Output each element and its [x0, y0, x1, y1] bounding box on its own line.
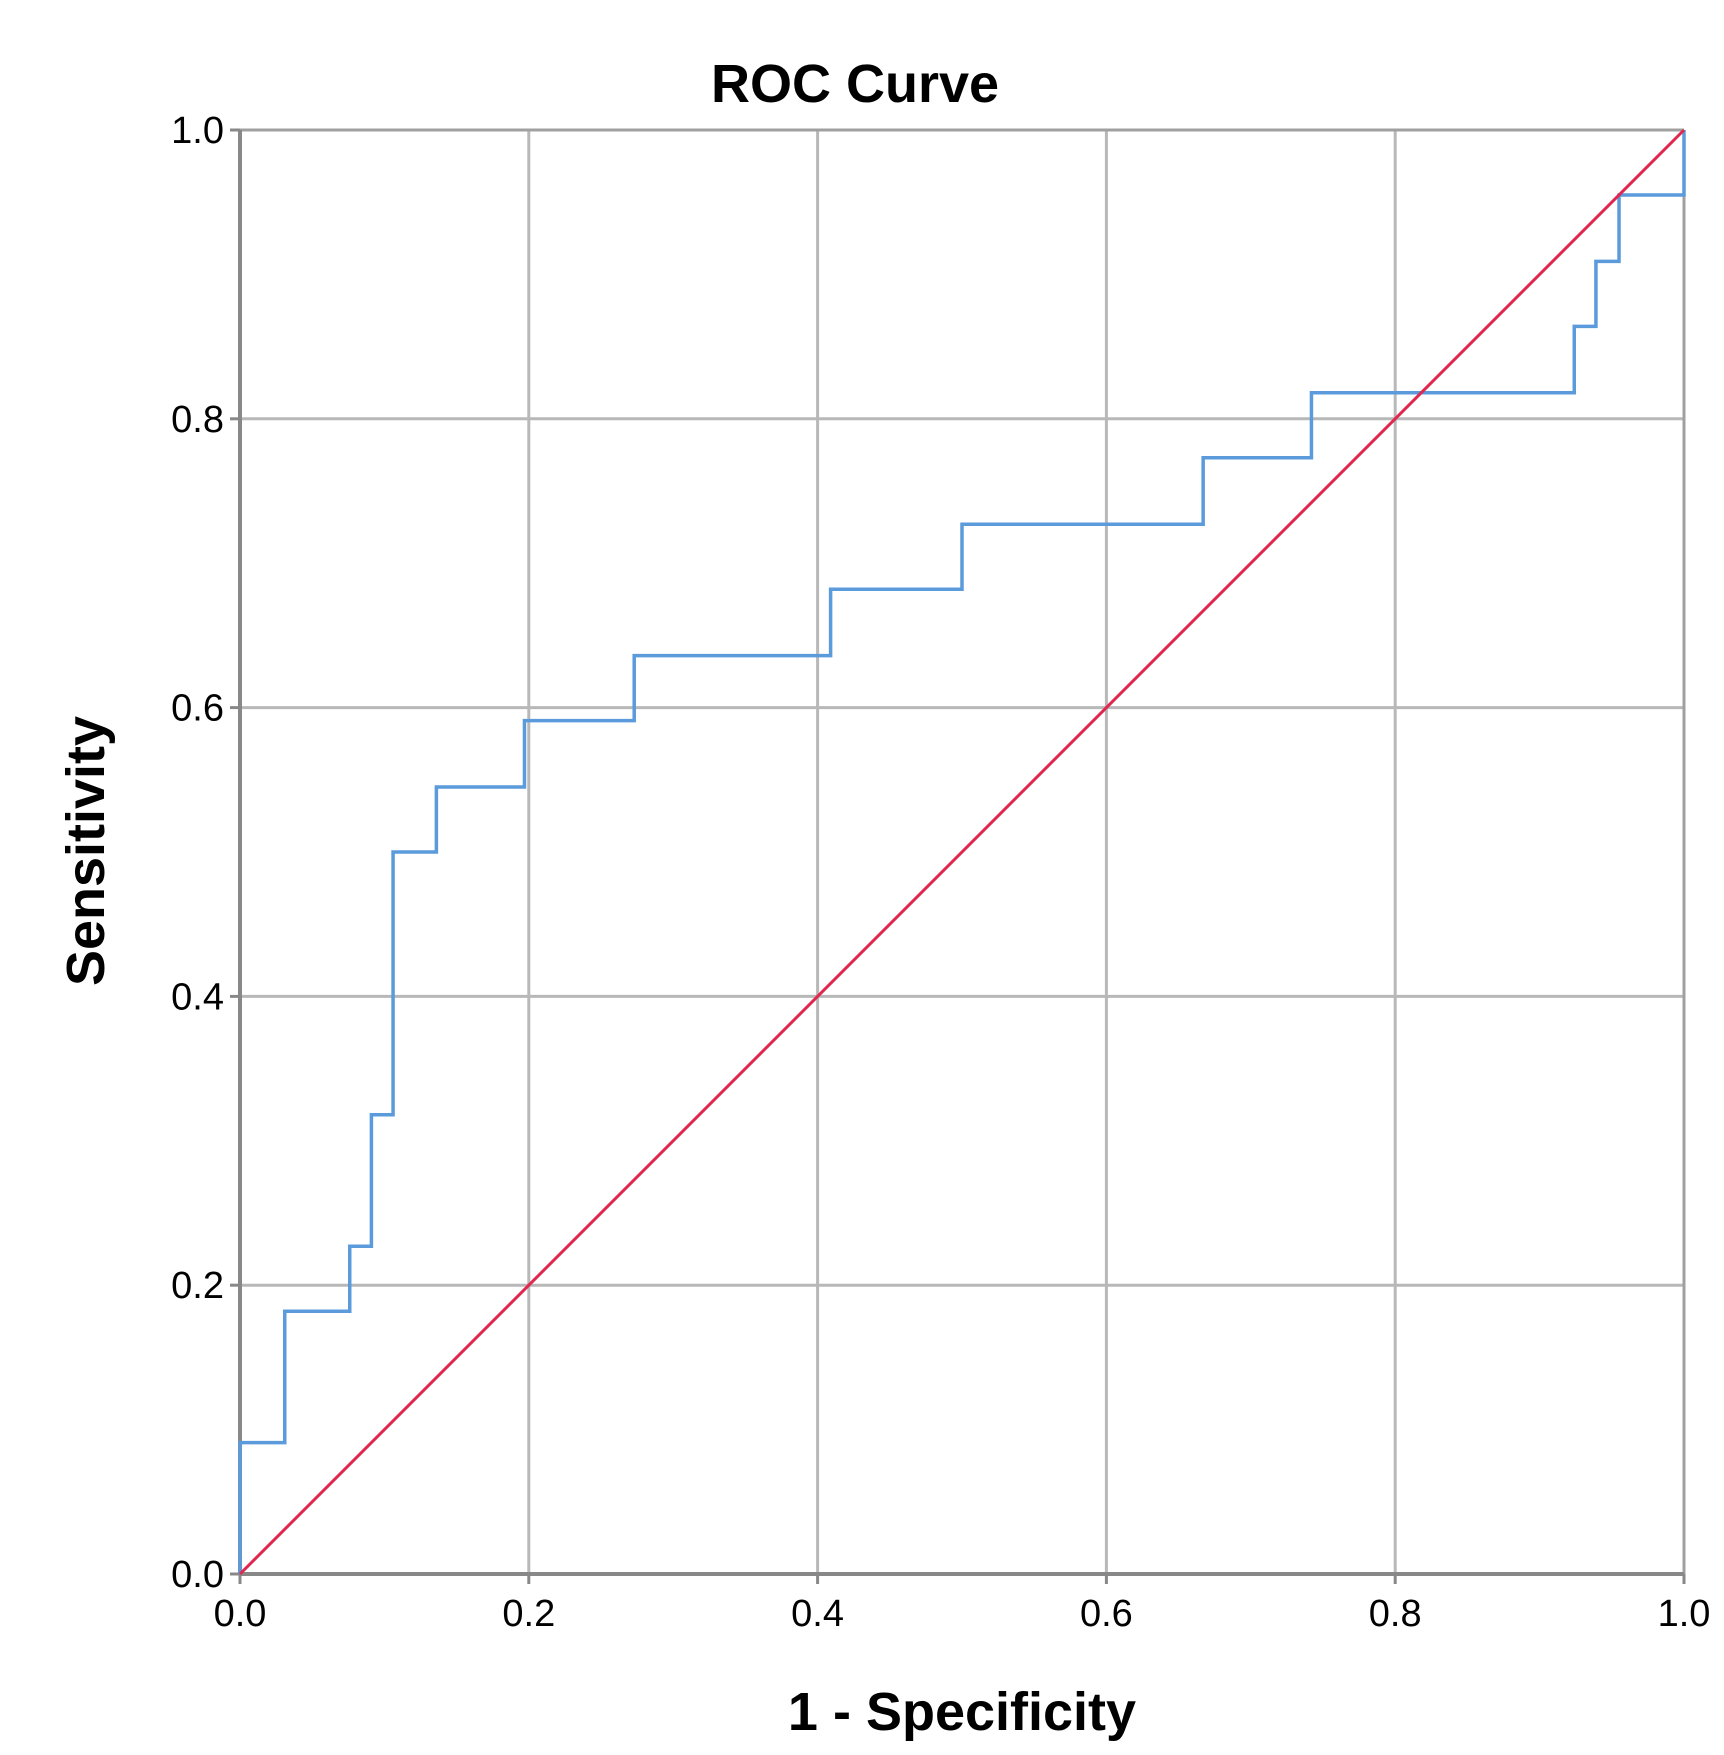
y-tick-label: 0.2: [171, 1265, 224, 1307]
x-tick-label: 1.0: [1658, 1593, 1711, 1635]
y-tick-label: 1.0: [171, 110, 224, 152]
reference-diagonal-line: [238, 128, 1686, 1576]
x-tick-label: 0.0: [214, 1593, 267, 1635]
x-tick-label: 0.4: [791, 1593, 844, 1635]
x-tick-label: 0.2: [502, 1593, 555, 1635]
roc-step-curve: [238, 130, 1686, 1574]
tick-labels: 0.0 0.2 0.4 0.6 0.8 1.0 0.0 0.2 0.4 0.6 0.8 1.0: [171, 110, 1710, 1635]
x-tick-label: 0.6: [1080, 1593, 1133, 1635]
x-axis-title: 1 - Specificity: [788, 1682, 1136, 1742]
grid-lines: [240, 130, 1684, 1574]
y-axis-title: Sensitivity: [56, 716, 116, 986]
y-tick-label: 0.8: [171, 399, 224, 441]
axes: [238, 128, 1686, 1576]
data-series: [238, 128, 1686, 1576]
y-tick-label: 0.4: [171, 976, 224, 1018]
x-tick-label: 0.8: [1369, 1593, 1422, 1635]
y-tick-label: 0.0: [171, 1554, 224, 1596]
chart-title: ROC Curve: [711, 54, 999, 114]
y-tick-label: 0.6: [171, 688, 224, 730]
